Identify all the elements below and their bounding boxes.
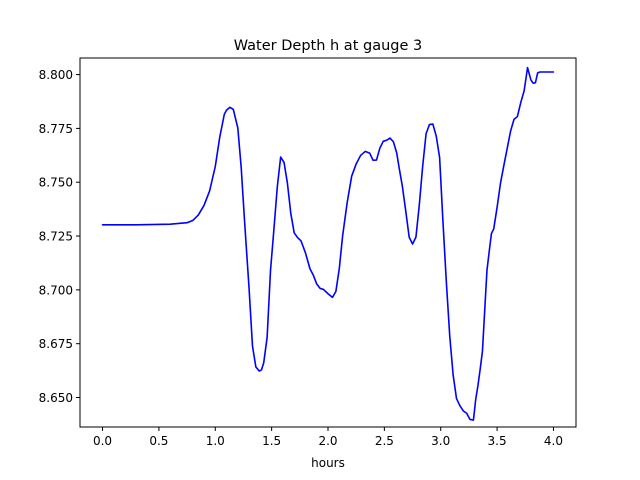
x-tick-label: 0.0 xyxy=(93,434,112,448)
x-tick-label: 2.5 xyxy=(375,434,394,448)
series-line xyxy=(101,66,555,421)
x-tick-label: 4.0 xyxy=(544,434,563,448)
y-tick-label: 8.800 xyxy=(39,68,73,82)
x-tick-label: 3.5 xyxy=(488,434,507,448)
x-tick-label: 2.0 xyxy=(318,434,337,448)
chart-title: Water Depth h at gauge 3 xyxy=(234,38,422,54)
y-tick-label: 8.775 xyxy=(39,122,73,136)
x-tick-label: 1.0 xyxy=(206,434,225,448)
y-tick-label: 8.650 xyxy=(39,391,73,405)
y-tick-label: 8.750 xyxy=(39,176,73,190)
series-layer xyxy=(101,66,555,421)
x-tick-label: 0.5 xyxy=(149,434,168,448)
y-tick-label: 8.725 xyxy=(39,230,73,244)
y-tick-label: 8.700 xyxy=(39,283,73,297)
x-tick-label: 3.0 xyxy=(431,434,450,448)
plot-frame xyxy=(79,57,577,428)
x-axis-label: hours xyxy=(311,456,345,470)
y-tick-label: 8.675 xyxy=(39,337,73,351)
axes-layer: 0.0 0.5 1.0 1.5 2.0 2.5 3.0 3.5 4.0 8.650 8.675 8.7… xyxy=(39,68,563,448)
x-tick-label: 1.5 xyxy=(262,434,281,448)
